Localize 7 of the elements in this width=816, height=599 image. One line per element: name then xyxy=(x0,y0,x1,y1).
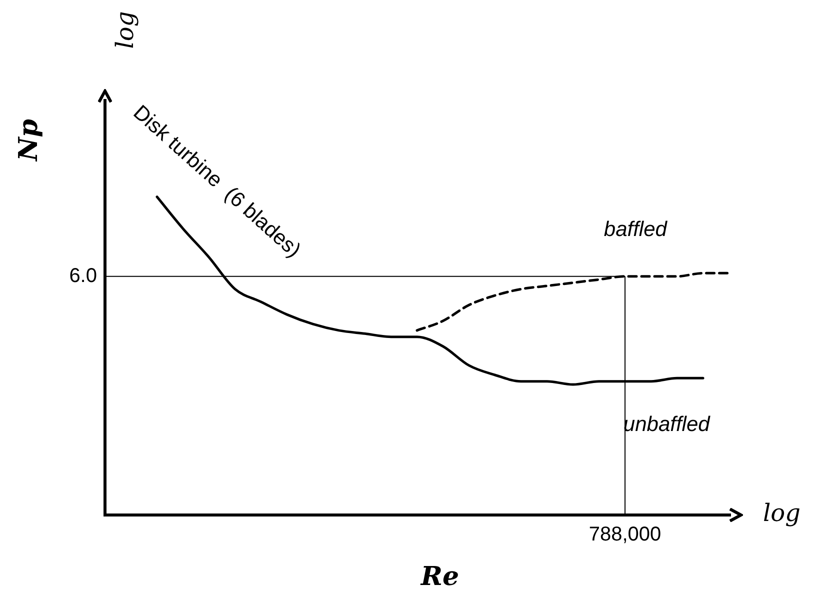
text: 6.0 xyxy=(69,264,97,287)
series-label: baffled xyxy=(604,218,668,241)
text: 788,000 xyxy=(588,524,662,546)
text: log xyxy=(763,499,800,528)
y-axis-title: Np xyxy=(14,119,44,162)
text: log xyxy=(111,11,140,49)
x-axis-title: Re xyxy=(420,562,460,592)
